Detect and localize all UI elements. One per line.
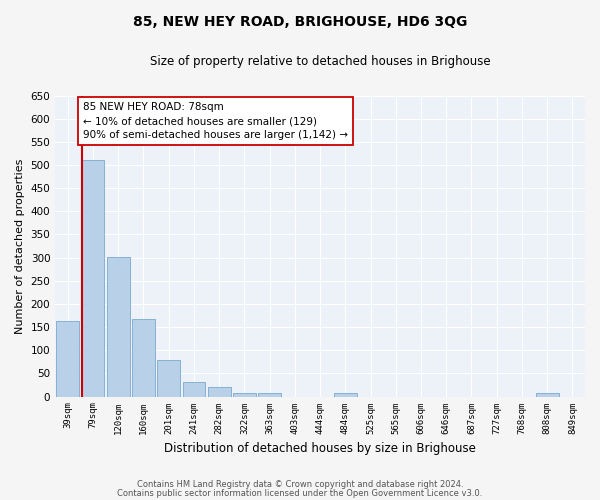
Text: 85, NEW HEY ROAD, BRIGHOUSE, HD6 3QG: 85, NEW HEY ROAD, BRIGHOUSE, HD6 3QG [133,15,467,29]
Bar [107,256,130,396]
Bar [157,360,180,397]
Bar [208,388,230,396]
Bar [233,393,256,396]
Bar [334,393,356,396]
Bar [258,393,281,396]
Y-axis label: Number of detached properties: Number of detached properties [15,158,25,334]
Text: Contains HM Land Registry data © Crown copyright and database right 2024.: Contains HM Land Registry data © Crown c… [137,480,463,489]
Bar [132,319,155,396]
Bar [536,394,559,396]
Bar [82,160,104,396]
Bar [56,321,79,396]
Bar [182,382,205,396]
X-axis label: Distribution of detached houses by size in Brighouse: Distribution of detached houses by size … [164,442,476,455]
Text: 85 NEW HEY ROAD: 78sqm
← 10% of detached houses are smaller (129)
90% of semi-de: 85 NEW HEY ROAD: 78sqm ← 10% of detached… [83,102,348,140]
Title: Size of property relative to detached houses in Brighouse: Size of property relative to detached ho… [150,55,490,68]
Text: Contains public sector information licensed under the Open Government Licence v3: Contains public sector information licen… [118,488,482,498]
